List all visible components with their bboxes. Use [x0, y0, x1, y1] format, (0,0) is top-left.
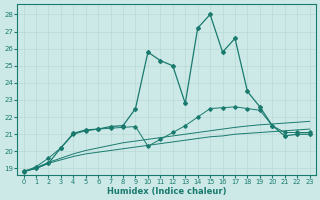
X-axis label: Humidex (Indice chaleur): Humidex (Indice chaleur): [107, 187, 226, 196]
